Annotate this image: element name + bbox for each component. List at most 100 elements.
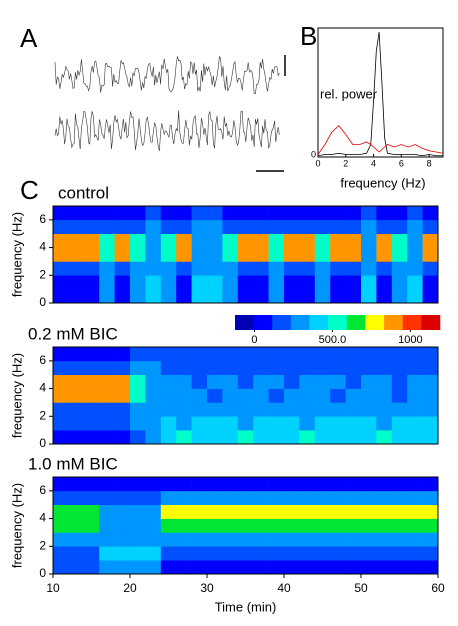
heat-cell xyxy=(268,289,285,304)
heat-cell xyxy=(284,416,300,431)
heat-cell xyxy=(391,233,408,248)
heat-cell xyxy=(68,233,85,248)
heat-cell xyxy=(407,275,423,290)
heat-cell xyxy=(376,490,393,506)
heat-cell xyxy=(68,360,85,376)
heat-cell xyxy=(53,247,69,262)
heat-cell xyxy=(268,504,285,519)
heat-cell xyxy=(114,504,131,519)
heat-cell xyxy=(299,532,316,547)
colorbar-label: 500.0 xyxy=(319,334,347,346)
heat-cell xyxy=(53,289,69,304)
eeg-trace xyxy=(54,55,280,95)
heat-cell xyxy=(268,518,285,533)
heat-cell xyxy=(407,504,423,519)
heat-cell xyxy=(299,490,316,506)
heat-cell xyxy=(160,504,177,519)
heat-cell xyxy=(191,233,208,248)
heat-cell xyxy=(191,416,208,431)
heat-cell xyxy=(53,430,69,445)
heat-cell xyxy=(422,430,439,445)
heat-cell xyxy=(284,261,300,276)
heat-cell xyxy=(345,206,362,221)
heat-cell xyxy=(299,347,316,362)
heat-cell xyxy=(330,374,346,389)
heat-cell xyxy=(130,388,146,403)
heat-cell xyxy=(130,261,146,276)
heat-cell xyxy=(176,219,192,235)
heat-cell xyxy=(422,388,439,403)
heat-cell xyxy=(237,416,254,431)
heat-cell xyxy=(83,490,100,506)
heat-cell xyxy=(314,360,331,376)
heat-cell xyxy=(145,206,162,221)
heat-cell xyxy=(130,289,146,304)
heat-cell xyxy=(284,560,300,575)
heat-cell xyxy=(237,347,254,362)
heat-cell xyxy=(407,518,423,533)
panel-label: C xyxy=(20,175,39,205)
heat-cell xyxy=(99,532,115,547)
heat-cell xyxy=(299,247,316,262)
heat-cell xyxy=(422,504,439,519)
heat-cell xyxy=(314,416,331,431)
colorbar-label: 0 xyxy=(251,334,257,346)
panel-title: 0.2 mM BIC xyxy=(28,324,118,343)
heat-cell xyxy=(130,504,146,519)
heat-cell xyxy=(284,504,300,519)
heat-cell xyxy=(237,518,254,533)
heat-cell xyxy=(407,560,423,575)
heat-cell xyxy=(222,347,239,362)
heat-cell xyxy=(160,289,177,304)
heat-cell xyxy=(99,347,115,362)
heat-cell xyxy=(83,430,100,445)
heat-cell xyxy=(422,402,439,417)
y-tick-label: 0 xyxy=(311,149,316,159)
heat-cell xyxy=(222,233,239,248)
heat-cell xyxy=(407,261,423,276)
heat-cell xyxy=(330,416,346,431)
heat-cell xyxy=(422,261,439,276)
heat-cell xyxy=(191,430,208,445)
heat-cell xyxy=(253,275,269,290)
heat-cell xyxy=(130,518,146,533)
heat-cell xyxy=(191,532,208,547)
heat-cell xyxy=(314,347,331,362)
heat-cell xyxy=(83,206,100,221)
heat-cell xyxy=(114,560,131,575)
heat-cell xyxy=(114,247,131,262)
heat-cell xyxy=(299,219,316,235)
heat-cell xyxy=(237,430,254,445)
heat-cell xyxy=(83,504,100,519)
heat-cell xyxy=(207,219,223,235)
heat-cell xyxy=(391,518,408,533)
heat-cell xyxy=(83,546,100,561)
heat-cell xyxy=(207,402,223,417)
heat-cell xyxy=(330,360,346,376)
heat-cell xyxy=(130,430,146,445)
heat-cell xyxy=(330,275,346,290)
heat-cell xyxy=(207,430,223,445)
colorbar-swatch xyxy=(365,315,385,330)
heat-cell xyxy=(361,490,377,506)
heat-cell xyxy=(376,360,393,376)
heat-cell xyxy=(207,416,223,431)
x-tick-label: 60 xyxy=(431,581,445,595)
heat-cell xyxy=(330,546,346,561)
heat-cell xyxy=(237,247,254,262)
heat-cell xyxy=(253,360,269,376)
heat-cell xyxy=(176,504,192,519)
heat-cell xyxy=(268,402,285,417)
x-tick-label: 8 xyxy=(427,158,432,168)
heat-cell xyxy=(191,247,208,262)
y-tick-label: 6 xyxy=(39,483,46,497)
heat-cell xyxy=(376,347,393,362)
heat-cell xyxy=(68,504,85,519)
heat-cell xyxy=(145,477,162,492)
heat-cell xyxy=(222,560,239,575)
heat-cell xyxy=(299,560,316,575)
heat-cell xyxy=(222,518,239,533)
heat-cell xyxy=(99,374,115,389)
y-tick-label: 4 xyxy=(39,511,46,525)
heat-cell xyxy=(207,360,223,376)
